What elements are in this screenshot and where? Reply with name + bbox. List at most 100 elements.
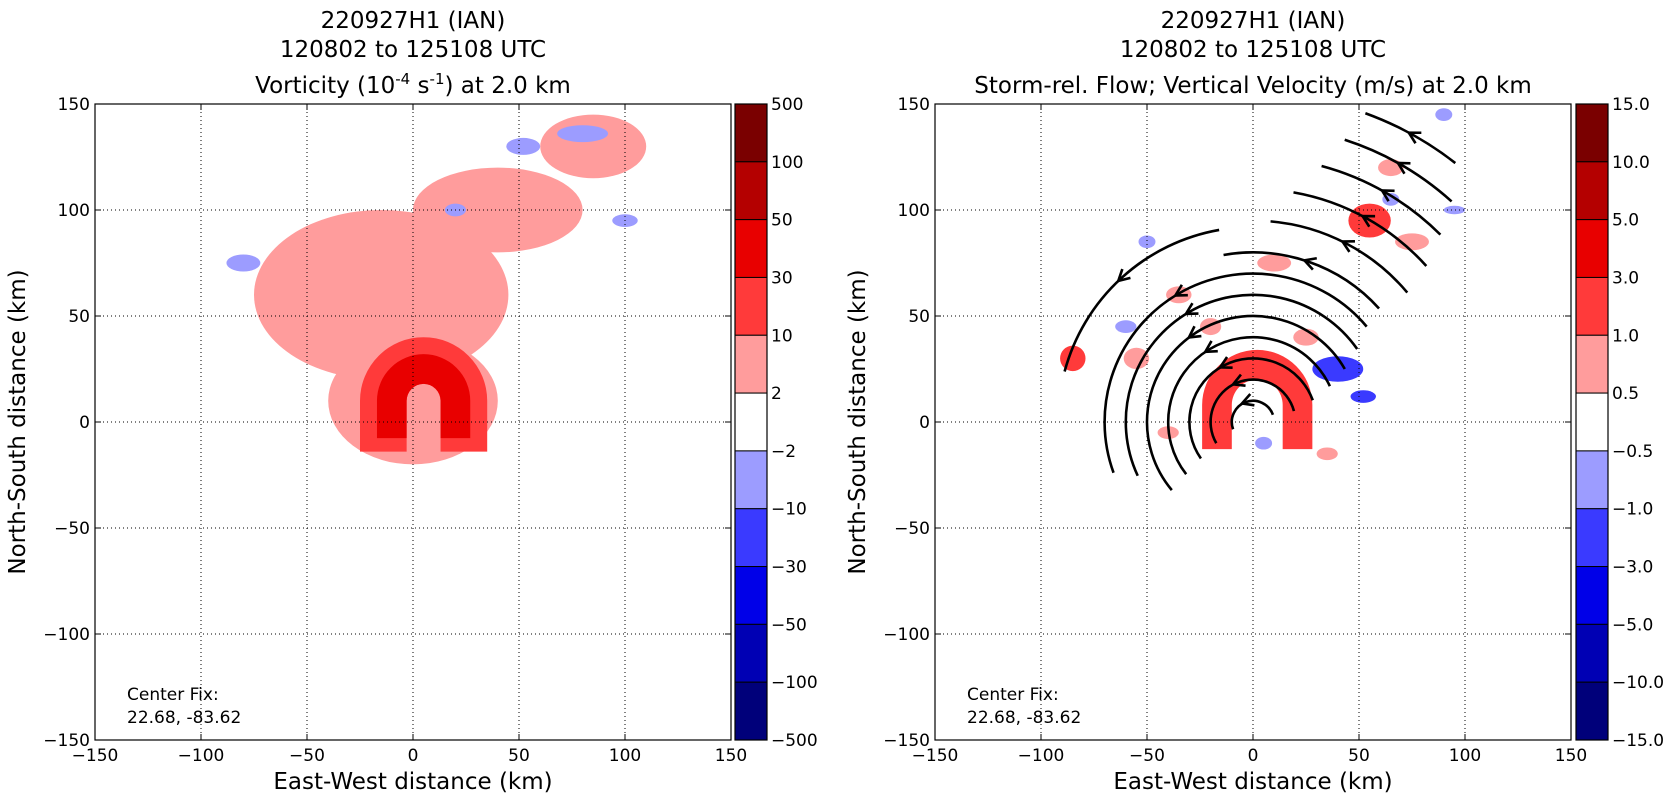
chart-title-line-1: 220927H1 (IAN) [1161,8,1346,34]
x-tick-label: 50 [508,746,530,766]
y-axis-label: North-South distance (km) [5,269,31,574]
contour-blob [1435,108,1453,121]
x-tick-label: 0 [408,746,419,766]
contour-blob [254,209,509,380]
colorbar-band [734,392,768,452]
streamline-arrow [1183,302,1199,316]
streamline-arrow [1230,373,1246,387]
colorbar-frame [734,103,768,741]
center-fix-label: Center Fix: [127,685,219,705]
x-tick-label: 100 [1449,746,1481,766]
streamline [1166,335,1332,476]
y-tick-label: 0 [79,413,90,433]
title-part-sup1: -4 [395,70,410,88]
streamline [1230,399,1275,430]
contour-blob [1255,436,1273,450]
colorbar-band [734,508,768,568]
colorbar-band [734,623,768,683]
contour-blob [1257,254,1292,272]
contour-ring [1202,349,1313,450]
colorbar-level-label: 3.0 [1612,268,1639,288]
streamline-arrow [1186,325,1202,340]
chart-title-line-3: Vorticity (10-4 s-1) at 2.0 km [255,70,571,99]
colorbar-level-label: −5.0 [1612,615,1653,635]
contour-blob [1115,320,1137,333]
colorbar-level-label: 500 [771,95,803,115]
streamline-arrow [1379,189,1395,202]
contour-ring [376,354,471,439]
streamline [1188,357,1314,460]
streamline [1321,164,1442,236]
streamline [1209,378,1296,444]
y-tick-label: −100 [43,625,90,645]
colorbar-level-label: −30 [771,558,807,578]
streamline-arrow [1395,161,1411,175]
y-tick-label: 150 [898,95,930,115]
y-tick-label: 150 [58,95,90,115]
contour-blob [1138,235,1156,249]
streamline-arrow [1301,256,1318,271]
contour-blob [1443,205,1465,215]
chart-panel-1: 220927H1 (IAN) 120802 to 125108 UTC Vortic… [5,8,818,795]
streamline-arrow [1239,393,1255,407]
colorbar-level-label: −2 [771,442,796,462]
colorbar-band [734,681,768,741]
colorbar-band [1575,219,1609,278]
x-tick-label: 0 [1248,746,1259,766]
streamline [1344,138,1453,203]
contour-blob [413,167,583,253]
y-tick-label: 100 [898,201,930,221]
center-fix-value: 22.68, -83.62 [967,708,1081,728]
colorbar-band [734,103,768,163]
x-tick-label: −100 [1018,746,1065,766]
colorbar-band [1575,623,1609,683]
colorbar-band [1575,392,1609,452]
colorbar-level-label: −100 [771,673,818,693]
x-tick-label: 150 [1555,746,1587,766]
colorbar-level-label: 0.5 [1612,384,1639,404]
x-tick-label: −50 [1129,746,1165,766]
colorbar-band [734,161,768,221]
x-tick-label: 100 [609,746,641,766]
colorbar-band [1575,566,1609,625]
colorbar-level-label: 5.0 [1612,211,1639,231]
colorbar-band [1575,103,1609,163]
colorbar-level-label: 30 [771,268,793,288]
contour-blob [226,254,261,272]
chart-title-line-3: Storm-rel. Flow; Vertical Velocity (m/s)… [974,73,1532,99]
x-tick-label: 50 [1348,746,1370,766]
colorbar-frame [1575,103,1609,741]
title-part-post: ) at 2.0 km [445,73,571,99]
colorbar-band [1575,681,1609,741]
streamline [1364,111,1457,165]
y-tick-label: −50 [54,519,90,539]
chart-title-line-2: 120802 to 125108 UTC [1120,37,1386,63]
colorbar-band [1575,276,1609,336]
colorbar-level-label: −10.0 [1612,673,1664,693]
colorbar-band [734,219,768,278]
colorbar-level-label: 1.0 [1612,326,1639,346]
y-axis-label: North-South distance (km) [845,269,871,574]
y-tick-label: −100 [883,625,930,645]
colorbar-level-label: −1.0 [1612,500,1653,520]
contour-blob [1395,233,1429,251]
colorbar-level-label: −3.0 [1612,558,1653,578]
colorbar-band [1575,161,1609,221]
contour-blob [557,125,609,143]
colorbar-band [734,276,768,336]
colorbar-level-label: 100 [771,153,803,173]
x-tick-label: −50 [289,746,325,766]
contour-blob [1350,390,1376,403]
colorbar-band [734,566,768,625]
y-tick-label: 100 [58,201,90,221]
colorbar-level-label: −10 [771,500,807,520]
chart-title-line-2: 120802 to 125108 UTC [280,37,546,63]
colorbar-level-label: −0.5 [1612,442,1653,462]
colorbar-level-label: −15.0 [1612,731,1664,751]
colorbar-band [734,334,768,394]
colorbar-level-label: −50 [771,615,807,635]
streamline [1103,272,1368,474]
streamline [1223,251,1381,310]
streamline-arrow [1202,340,1218,354]
